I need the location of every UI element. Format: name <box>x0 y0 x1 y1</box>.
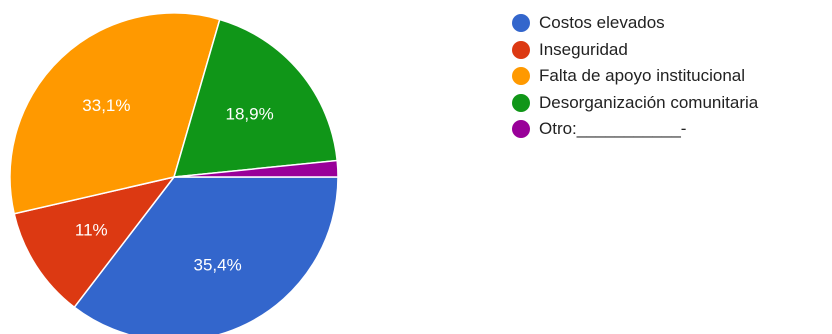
slice-value-label: 11% <box>75 221 108 240</box>
legend-item: Falta de apoyo institucional <box>512 63 758 90</box>
legend: Costos elevados Inseguridad Falta de apoyo… <box>512 10 758 143</box>
legend-item: Costos elevados <box>512 10 758 37</box>
slice-value-label: 18,9% <box>225 105 273 124</box>
legend-label: Otro:___________- <box>539 119 687 139</box>
legend-item: Desorganización comunitaria <box>512 90 758 117</box>
legend-label: Falta de apoyo institucional <box>539 66 746 86</box>
legend-swatch <box>512 14 530 33</box>
legend-swatch <box>512 40 530 59</box>
pie-chart: 35,4% 11% 33,1% 18,9% <box>9 12 339 334</box>
slice-value-label: 33,1% <box>82 96 130 115</box>
legend-item: Inseguridad <box>512 37 758 64</box>
legend-swatch <box>512 67 530 86</box>
legend-swatch <box>512 120 530 139</box>
legend-label: Desorganización comunitaria <box>539 92 759 112</box>
pie-slice-1 <box>13 175 176 309</box>
pie-slice-3 <box>172 18 338 178</box>
legend-swatch <box>512 93 530 112</box>
slice-value-label: 35,4% <box>193 256 241 275</box>
pie-slice-4 <box>173 159 339 178</box>
legend-label: Inseguridad <box>539 39 628 59</box>
pie-slice-0 <box>73 176 339 334</box>
legend-label: Costos elevados <box>539 13 665 33</box>
legend-item: Otro:___________- <box>512 116 758 143</box>
pie-slice-2 <box>9 12 221 215</box>
